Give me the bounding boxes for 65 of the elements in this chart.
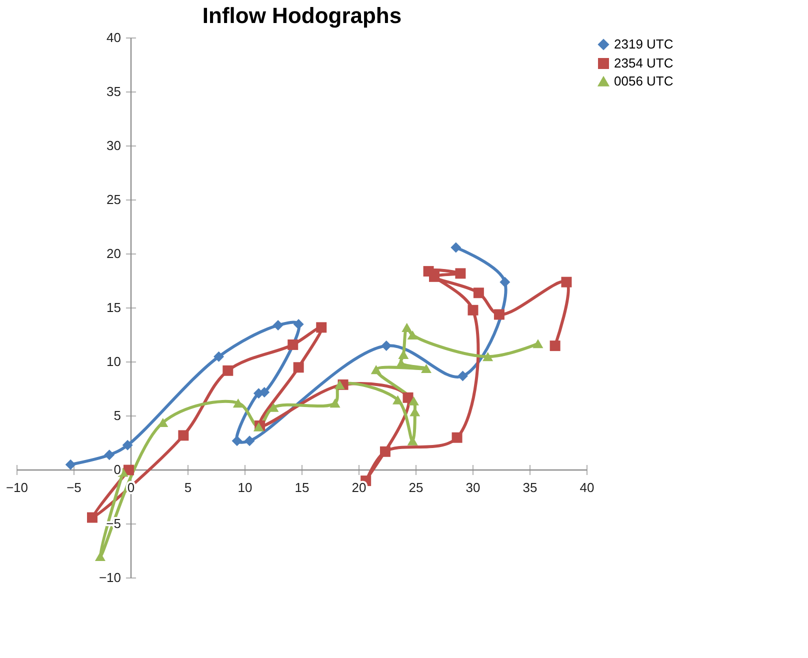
- y-tick-label: 30: [106, 138, 121, 153]
- point: [407, 436, 418, 446]
- x-tick-label: 10: [238, 480, 252, 495]
- point: [293, 318, 304, 330]
- point: [65, 459, 76, 470]
- point: [473, 288, 484, 298]
- y-tick-label: 25: [106, 192, 121, 207]
- x-tick-label: −10: [6, 480, 28, 495]
- legend-label: 0056 UTC: [614, 74, 674, 88]
- point: [272, 320, 284, 331]
- point: [380, 446, 390, 457]
- x-tick-label: 40: [580, 480, 594, 495]
- x-tick-label: 25: [408, 480, 424, 495]
- point: [381, 340, 392, 352]
- point: [330, 398, 340, 408]
- point: [293, 362, 304, 373]
- point: [214, 351, 224, 362]
- point: [222, 365, 234, 376]
- legend-label: 2319 UTC: [614, 36, 674, 52]
- point: [407, 330, 418, 340]
- legend-label: 2354 UTC: [614, 56, 674, 70]
- point: [532, 339, 544, 348]
- x-tick-label: 15: [294, 480, 310, 495]
- point: [468, 304, 478, 316]
- point: [428, 271, 440, 282]
- point: [122, 440, 133, 450]
- point: [421, 364, 432, 374]
- point: [86, 512, 98, 523]
- point: [561, 276, 572, 288]
- point: [370, 365, 382, 374]
- point: [253, 388, 264, 399]
- point: [494, 309, 504, 320]
- point: [178, 430, 189, 441]
- y-tick-label: −10: [98, 570, 121, 585]
- point: [450, 242, 462, 253]
- y-tick-label: 35: [106, 84, 121, 99]
- point: [452, 432, 462, 443]
- point: [550, 340, 560, 352]
- point: [392, 395, 404, 404]
- y-tick-label: 0: [114, 462, 121, 477]
- point: [104, 450, 115, 460]
- point: [408, 396, 419, 406]
- y-tick-label: 15: [106, 300, 121, 315]
- x-tick-label: 5: [184, 480, 192, 495]
- y-tick-label: 10: [106, 354, 121, 369]
- point: [482, 352, 494, 362]
- point: [500, 276, 510, 288]
- point: [334, 380, 345, 390]
- point: [232, 398, 244, 408]
- point: [232, 436, 242, 446]
- point: [244, 436, 255, 446]
- point: [288, 339, 298, 350]
- x-tick-label: −5: [66, 480, 82, 495]
- y-tick-label: 40: [106, 30, 121, 45]
- y-tick-label: 5: [114, 408, 121, 423]
- x-tick-label: 20: [352, 480, 366, 495]
- point: [94, 552, 106, 561]
- point: [402, 322, 412, 332]
- y-tick-label: 20: [106, 246, 121, 261]
- x-tick-label: 35: [522, 480, 538, 495]
- x-tick-label: 30: [466, 480, 480, 495]
- point: [455, 268, 466, 279]
- point: [457, 370, 468, 382]
- chart-title: Inflow Hodographs: [202, 3, 402, 28]
- point: [316, 322, 327, 333]
